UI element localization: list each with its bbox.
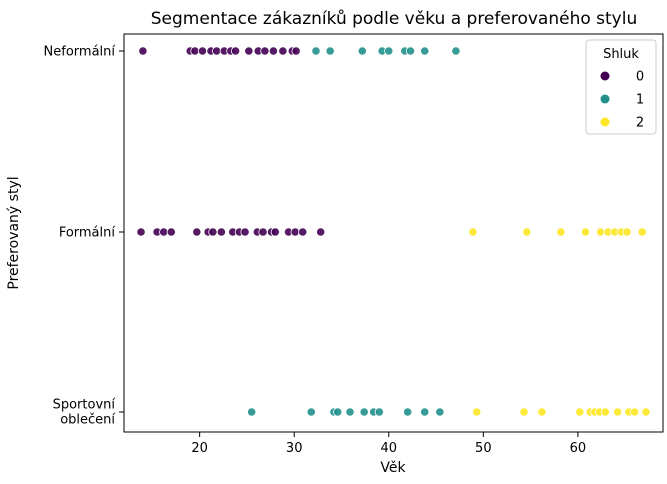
y-tick-label: Neformální bbox=[44, 45, 116, 60]
data-point-cluster-2 bbox=[613, 407, 623, 417]
data-point-cluster-0 bbox=[230, 46, 241, 56]
data-point-cluster-0 bbox=[260, 46, 270, 56]
data-point-cluster-1 bbox=[345, 407, 355, 417]
y-axis-label: Preferovaný styl bbox=[6, 176, 22, 289]
y-tick-label: Sportovní oblečení bbox=[53, 398, 116, 428]
legend-marker-2 bbox=[600, 117, 610, 127]
legend-label-1: 1 bbox=[636, 93, 644, 108]
data-point-cluster-2 bbox=[637, 227, 647, 237]
data-point-cluster-0 bbox=[291, 46, 301, 56]
data-point-cluster-0 bbox=[208, 227, 218, 237]
data-point-cluster-1 bbox=[357, 46, 367, 56]
data-point-cluster-1 bbox=[306, 407, 316, 417]
data-point-cluster-2 bbox=[537, 407, 547, 417]
data-point-cluster-0 bbox=[278, 46, 288, 56]
data-point-cluster-2 bbox=[519, 407, 529, 417]
x-tick-label: 30 bbox=[286, 441, 303, 456]
data-point-cluster-0 bbox=[290, 227, 300, 237]
x-axis: 20 30 40 50 60 bbox=[191, 432, 586, 456]
x-tick-label: 20 bbox=[191, 441, 208, 456]
data-point-cluster-1 bbox=[451, 46, 461, 56]
data-point-cluster-1 bbox=[374, 407, 384, 417]
data-point-cluster-0 bbox=[258, 227, 268, 237]
data-point-cluster-2 bbox=[622, 227, 632, 237]
y-tick-label: Formální bbox=[59, 226, 116, 241]
data-point-cluster-2 bbox=[575, 407, 585, 417]
data-point-cluster-0 bbox=[216, 227, 226, 237]
data-point-cluster-0 bbox=[190, 46, 200, 56]
data-point-cluster-0 bbox=[298, 227, 308, 237]
data-point-cluster-1 bbox=[405, 46, 416, 56]
data-point-cluster-0 bbox=[316, 227, 326, 237]
x-tick-label: 60 bbox=[570, 441, 587, 456]
data-point-cluster-1 bbox=[384, 46, 394, 56]
data-point-cluster-0 bbox=[240, 227, 250, 237]
data-point-cluster-2 bbox=[468, 227, 478, 237]
data-point-cluster-1 bbox=[359, 407, 369, 417]
data-point-cluster-0 bbox=[192, 227, 202, 237]
data-point-cluster-2 bbox=[630, 407, 640, 417]
legend-label-2: 2 bbox=[636, 116, 644, 131]
x-axis-label: Věk bbox=[380, 460, 406, 476]
legend-marker-1 bbox=[600, 94, 610, 104]
chart-title: Segmentace zákazníků podle věku a prefer… bbox=[151, 9, 637, 29]
data-point-cluster-0 bbox=[197, 46, 208, 56]
data-point-cluster-0 bbox=[270, 227, 280, 237]
data-point-cluster-0 bbox=[244, 46, 254, 56]
data-point-cluster-0 bbox=[212, 46, 222, 56]
data-point-cluster-0 bbox=[268, 46, 279, 56]
data-point-cluster-1 bbox=[420, 407, 430, 417]
data-point-cluster-1 bbox=[435, 407, 445, 417]
data-point-cluster-1 bbox=[325, 46, 335, 56]
data-point-cluster-2 bbox=[556, 227, 566, 237]
data-point-cluster-1 bbox=[311, 46, 321, 56]
data-point-cluster-2 bbox=[472, 407, 482, 417]
data-point-cluster-0 bbox=[136, 227, 146, 237]
data-point-cluster-2 bbox=[641, 407, 651, 417]
data-point-cluster-0 bbox=[159, 227, 169, 237]
legend-items: 0 1 2 bbox=[600, 70, 644, 131]
data-point-cluster-2 bbox=[580, 227, 591, 237]
data-point-cluster-1 bbox=[420, 46, 430, 56]
data-point-cluster-2 bbox=[522, 227, 532, 237]
x-tick-label: 40 bbox=[380, 441, 397, 456]
data-point-cluster-1 bbox=[333, 407, 343, 417]
data-point-cluster-1 bbox=[247, 407, 257, 417]
legend-box bbox=[585, 39, 657, 135]
legend-title: Shluk bbox=[603, 47, 639, 62]
data-point-cluster-0 bbox=[166, 227, 176, 237]
data-point-cluster-2 bbox=[595, 227, 606, 237]
y-axis: Sportovní oblečení Formální Neformální bbox=[44, 45, 124, 428]
legend-label-0: 0 bbox=[636, 70, 644, 85]
plot-frame bbox=[123, 33, 664, 433]
x-tick-label: 50 bbox=[475, 441, 492, 456]
legend-marker-0 bbox=[600, 71, 610, 81]
data-point-cluster-0 bbox=[138, 46, 148, 56]
data-point-cluster-2 bbox=[600, 407, 610, 417]
points-layer bbox=[136, 46, 651, 417]
legend: Shluk 0 1 2 bbox=[585, 39, 657, 135]
data-point-cluster-1 bbox=[403, 407, 413, 417]
